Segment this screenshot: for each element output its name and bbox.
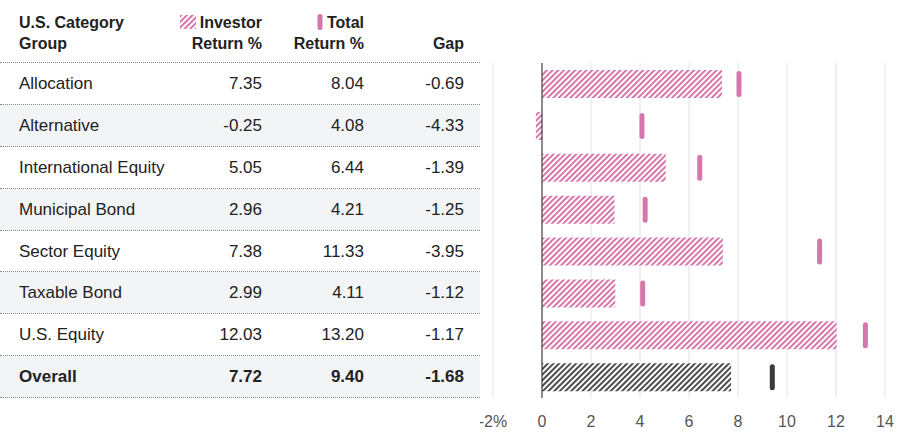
html-text:2.96: 2.96 bbox=[228, 199, 262, 219]
html-text:7.72: 7.72 bbox=[228, 367, 262, 387]
html-text:-1.12: -1.12 bbox=[425, 283, 464, 303]
html-text:5.05: 5.05 bbox=[228, 157, 262, 177]
html-text:4.21: 4.21 bbox=[330, 199, 364, 219]
html-text:6.44: 6.44 bbox=[330, 157, 364, 177]
html-text:International Equity: International Equity bbox=[19, 157, 165, 177]
html-text:11.33: 11.33 bbox=[322, 241, 364, 261]
html-text:U.S. Category Group: U.S. Category Group bbox=[19, 14, 124, 52]
html-text:7.35: 7.35 bbox=[228, 74, 262, 93]
html-text:Investor Return %: Investor Return % bbox=[191, 14, 262, 52]
html-text:-0.69: -0.69 bbox=[425, 74, 464, 93]
html-text:Taxable Bond: Taxable Bond bbox=[19, 283, 122, 303]
html-text:-4.33: -4.33 bbox=[425, 115, 464, 135]
svg-text:0: 0 bbox=[538, 413, 547, 430]
html-text:-1.17: -1.17 bbox=[425, 325, 464, 345]
html-text:9.40: 9.40 bbox=[330, 367, 364, 387]
svg-text:-2%: -2% bbox=[480, 413, 507, 430]
html-text:-1.68: -1.68 bbox=[425, 367, 464, 387]
html-text:-0.25: -0.25 bbox=[223, 115, 262, 135]
html-text:-3.95: -3.95 bbox=[425, 241, 464, 261]
html-text:2.99: 2.99 bbox=[228, 283, 262, 303]
svg-text:14: 14 bbox=[876, 413, 892, 430]
html-text:-1.25: -1.25 bbox=[425, 199, 464, 219]
html-text:4.11: 4.11 bbox=[332, 283, 364, 303]
html-text:8.04: 8.04 bbox=[330, 74, 364, 93]
html-text:Gap: Gap bbox=[432, 35, 464, 52]
svg-text:4: 4 bbox=[636, 413, 645, 430]
html-text:13.20: 13.20 bbox=[321, 325, 364, 345]
html-text:Alternative: Alternative bbox=[19, 115, 100, 135]
svg-text:10: 10 bbox=[778, 413, 796, 430]
html-text:Municipal Bond: Municipal Bond bbox=[19, 199, 136, 219]
html-text:Total Return %: Total Return % bbox=[293, 14, 364, 52]
html-text:Overall: Overall bbox=[19, 367, 77, 387]
svg-text:8: 8 bbox=[734, 413, 743, 430]
svg-text:12: 12 bbox=[827, 413, 845, 430]
html-text:U.S. Equity: U.S. Equity bbox=[19, 325, 104, 345]
html-text:4.08: 4.08 bbox=[330, 115, 364, 135]
html-text:-1.39: -1.39 bbox=[425, 157, 464, 177]
svg-text:6: 6 bbox=[685, 413, 694, 430]
html-text:7.38: 7.38 bbox=[228, 241, 262, 261]
html-text:Sector Equity: Sector Equity bbox=[19, 241, 121, 261]
svg-text:2: 2 bbox=[587, 413, 596, 430]
html-text:Allocation: Allocation bbox=[19, 74, 93, 93]
html-text:12.03: 12.03 bbox=[219, 325, 262, 345]
